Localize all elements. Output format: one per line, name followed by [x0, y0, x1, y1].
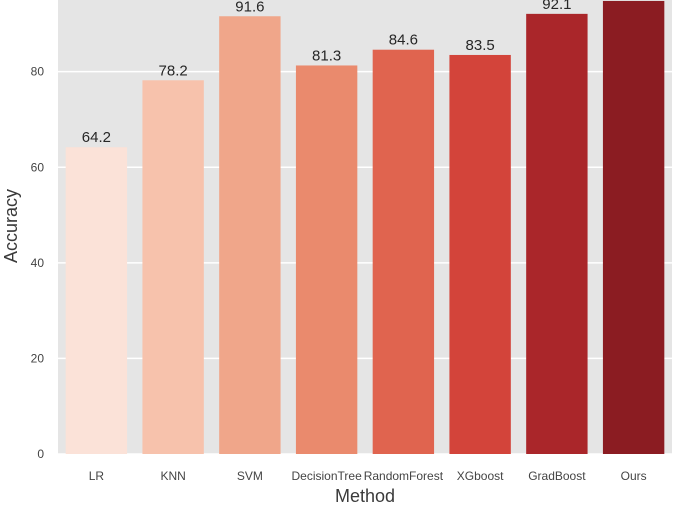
bar-lr [65, 147, 128, 454]
data-label: 81.3 [312, 47, 341, 64]
bar-ours [602, 0, 665, 455]
x-tick-label: XGboost [457, 469, 504, 483]
bar-svm [219, 16, 281, 455]
x-tick-label: GradBoost [528, 469, 586, 483]
y-axis-title: Accuracy [1, 189, 21, 263]
y-tick-label: 60 [31, 160, 45, 174]
x-tick-label: DecisionTree [292, 469, 363, 483]
x-tick-label: Ours [621, 469, 647, 483]
y-tick-labels: 0 20 40 60 80 [31, 65, 45, 461]
y-tick-label: 20 [31, 351, 45, 365]
y-tick-label: 40 [31, 256, 45, 270]
data-label: 83.5 [466, 37, 495, 54]
data-label: 84.6 [389, 32, 418, 49]
bars [65, 0, 665, 455]
bar-knn [142, 80, 204, 454]
data-label: 78.2 [159, 62, 188, 79]
data-label: 64.2 [82, 129, 111, 146]
x-tick-label: SVM [237, 469, 263, 483]
x-tick-label: LR [89, 469, 105, 483]
bar-xgboost [449, 54, 511, 455]
data-label: 92.1 [542, 0, 571, 13]
data-labels: 64.278.291.681.384.683.592.194.8 [82, 0, 572, 146]
bar-gradboost [526, 13, 588, 454]
bar-randomforest [372, 49, 435, 455]
y-tick-label: 80 [31, 65, 45, 79]
x-tick-labels: LR KNN SVM DecisionTree RandomForest XGboost G… [89, 469, 647, 483]
y-tick-label: 0 [37, 447, 44, 461]
x-tick-label: RandomForest [364, 469, 444, 483]
x-axis-title: Method [335, 486, 395, 505]
bar-decisiontree [295, 65, 358, 454]
x-tick-label: KNN [160, 469, 185, 483]
data-label: 91.6 [235, 0, 264, 15]
